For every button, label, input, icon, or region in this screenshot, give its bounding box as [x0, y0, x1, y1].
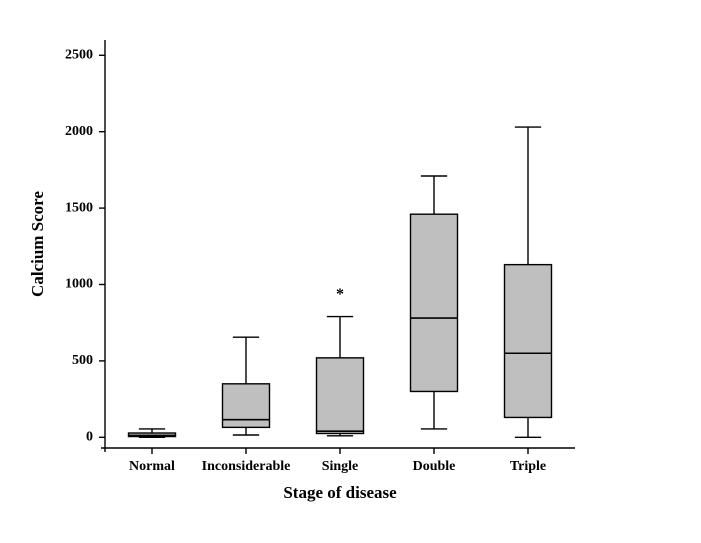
x-tick-label: Triple — [510, 459, 546, 474]
y-tick-label: 500 — [72, 353, 93, 368]
x-axis-title: Stage of disease — [283, 483, 397, 502]
x-tick-label: Normal — [129, 459, 175, 474]
box — [223, 384, 270, 428]
box — [505, 265, 552, 418]
y-tick-label: 1000 — [65, 277, 93, 292]
box — [411, 214, 458, 391]
box — [317, 358, 364, 434]
y-tick-label: 2500 — [65, 47, 93, 62]
y-tick-label: 1500 — [65, 200, 93, 215]
x-tick-label: Single — [322, 459, 359, 474]
chart-container: 0 500 1000 1500 2000 2500 Normal Inconsiderable… — [0, 0, 701, 543]
outlier-marker: * — [336, 286, 344, 303]
x-tick-label: Inconsiderable — [202, 459, 291, 474]
boxplot-svg: 0 500 1000 1500 2000 2500 Normal Inconsiderable… — [0, 0, 701, 543]
y-tick-label: 0 — [86, 430, 93, 445]
x-tick-label: Double — [413, 459, 456, 474]
y-tick-label: 2000 — [65, 124, 93, 139]
y-axis-title: Calcium Score — [28, 191, 47, 297]
